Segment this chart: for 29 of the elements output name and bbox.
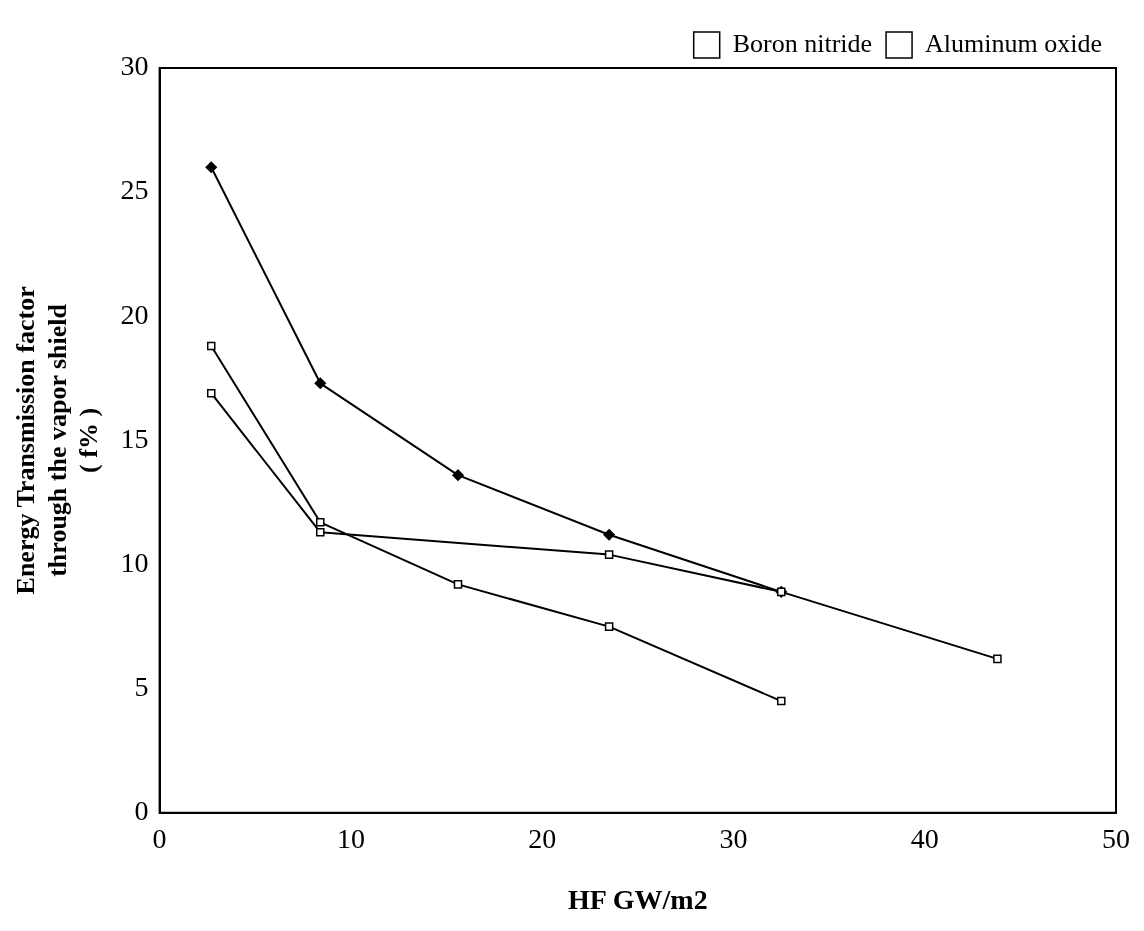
y-tick-label: 0 bbox=[134, 795, 149, 827]
x-tick-label: 40 bbox=[910, 822, 939, 854]
y-tick-label: 25 bbox=[120, 174, 149, 206]
point bbox=[314, 377, 327, 390]
x-tick-label: 50 bbox=[1102, 822, 1130, 854]
point bbox=[206, 341, 216, 351]
y-tick-label: 20 bbox=[120, 298, 149, 330]
x-tick-label: 10 bbox=[336, 822, 365, 854]
legend-label: Aluminum oxide bbox=[925, 28, 1102, 58]
point bbox=[776, 696, 786, 706]
y-axis-title: Energy Transmission factor through the vapor shield ( f% ) bbox=[11, 286, 103, 595]
point bbox=[315, 527, 325, 537]
point bbox=[604, 622, 614, 631]
y-tick-label: 15 bbox=[120, 422, 149, 454]
point bbox=[993, 654, 1002, 664]
x-tick-label: 20 bbox=[528, 822, 557, 854]
point bbox=[205, 161, 217, 174]
y-tick-label: 10 bbox=[120, 546, 149, 578]
legend-label: Boron nitride bbox=[732, 28, 873, 58]
point bbox=[315, 518, 325, 527]
x-tick-label: 30 bbox=[719, 822, 748, 854]
point bbox=[452, 469, 464, 481]
point bbox=[604, 550, 614, 559]
y-tick-label: 5 bbox=[134, 671, 149, 703]
y-tick-label: 30 bbox=[120, 50, 149, 82]
point bbox=[453, 580, 463, 589]
x-axis-title: HF GW/m2 bbox=[567, 884, 708, 916]
point bbox=[603, 528, 615, 541]
point bbox=[206, 388, 216, 398]
